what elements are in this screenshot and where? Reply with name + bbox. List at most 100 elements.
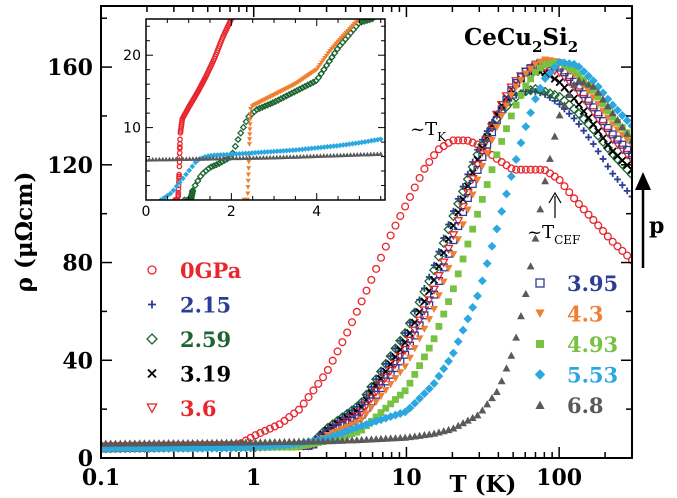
- inset-point: [348, 152, 354, 157]
- data-point: [299, 399, 308, 408]
- data-point: [463, 314, 473, 324]
- data-point: [589, 140, 597, 148]
- inset-point: [180, 156, 186, 162]
- inset-point: [289, 147, 296, 154]
- data-point: [401, 329, 409, 337]
- data-point: [372, 398, 381, 406]
- inset-point: [167, 190, 174, 197]
- data-point: [404, 318, 416, 329]
- data-point: [377, 392, 385, 400]
- data-point: [464, 240, 472, 248]
- inset-point: [248, 106, 254, 112]
- inset-point: [258, 103, 266, 111]
- data-point: [372, 375, 380, 383]
- legend-item-2-15: 2.15: [148, 293, 231, 318]
- data-point: [589, 103, 598, 112]
- inset-point: [328, 53, 336, 61]
- inset-point: [246, 159, 252, 165]
- data-point: [531, 234, 540, 242]
- inset-point: [330, 143, 337, 150]
- data-point: [604, 163, 612, 170]
- data-point: [454, 222, 463, 231]
- inset-y-tick-label: 20: [123, 48, 141, 64]
- data-point: [599, 100, 607, 108]
- data-point: [517, 91, 525, 99]
- data-point: [454, 270, 462, 278]
- data-point: [575, 71, 583, 78]
- data-point: [352, 419, 361, 427]
- inset-point: [183, 171, 189, 178]
- data-point: [507, 164, 516, 173]
- legend-marker: [146, 333, 158, 345]
- data-point: [448, 231, 459, 241]
- inset-point: [183, 156, 189, 161]
- data-point: [468, 179, 477, 189]
- data-point: [506, 83, 517, 93]
- data-point: [391, 375, 400, 383]
- data-point: [560, 182, 569, 191]
- inset-point: [368, 137, 375, 144]
- data-point: [570, 67, 578, 74]
- data-point: [628, 134, 632, 142]
- inset-plot-area: 0 2 4 10 20: [123, 18, 386, 220]
- data-point: [598, 226, 608, 236]
- inset-point: [274, 96, 282, 104]
- data-point: [367, 275, 376, 284]
- inset-point: [217, 151, 224, 158]
- data-point: [507, 351, 516, 359]
- data-point: [540, 73, 550, 83]
- data-point: [477, 276, 487, 286]
- data-point: [536, 64, 544, 72]
- data-point: [477, 148, 488, 158]
- inset-point: [194, 177, 202, 185]
- inset-point: [270, 154, 276, 160]
- data-point: [521, 70, 530, 78]
- data-point: [473, 176, 482, 184]
- data-point: [512, 333, 521, 341]
- data-point: [482, 259, 492, 268]
- data-point: [599, 95, 607, 103]
- inset-point: [180, 175, 186, 182]
- inset-point: [284, 154, 290, 160]
- data-point: [532, 68, 539, 76]
- data-point: [579, 90, 588, 99]
- inset-point: [285, 90, 293, 99]
- inset-point: [153, 156, 159, 162]
- data-point: [222, 443, 231, 453]
- tcef-annotation: ~TCEF: [527, 222, 580, 247]
- data-point: [594, 93, 602, 101]
- data-point: [506, 171, 516, 181]
- data-point: [386, 231, 395, 240]
- data-point: [275, 441, 285, 451]
- data-point: [488, 136, 496, 145]
- inset-series-2-59: [180, 19, 376, 200]
- inset-point: [210, 162, 218, 170]
- data-point: [405, 403, 415, 413]
- data-point: [483, 140, 492, 149]
- inset-point: [245, 185, 251, 190]
- data-point: [502, 102, 511, 110]
- inset-y-tick-label: 10: [123, 121, 141, 137]
- data-point: [482, 135, 493, 145]
- inset-point: [177, 136, 183, 143]
- data-point: [507, 112, 515, 120]
- inset-point: [186, 167, 193, 174]
- data-point: [343, 328, 352, 337]
- inset-point: [250, 155, 256, 160]
- data-point: [483, 149, 492, 158]
- data-point: [414, 316, 425, 326]
- inset-point: [306, 80, 315, 88]
- legend-marker: [535, 400, 545, 409]
- inset-point: [210, 155, 216, 161]
- legend-label: 6.8: [567, 393, 604, 418]
- data-point: [463, 136, 472, 145]
- data-point: [425, 157, 434, 167]
- data-point: [578, 113, 589, 125]
- inset-point: [187, 156, 193, 161]
- data-point: [270, 422, 279, 431]
- data-point: [598, 134, 608, 143]
- inset-point: [368, 151, 374, 157]
- data-point: [497, 112, 506, 120]
- inset-point: [223, 155, 230, 161]
